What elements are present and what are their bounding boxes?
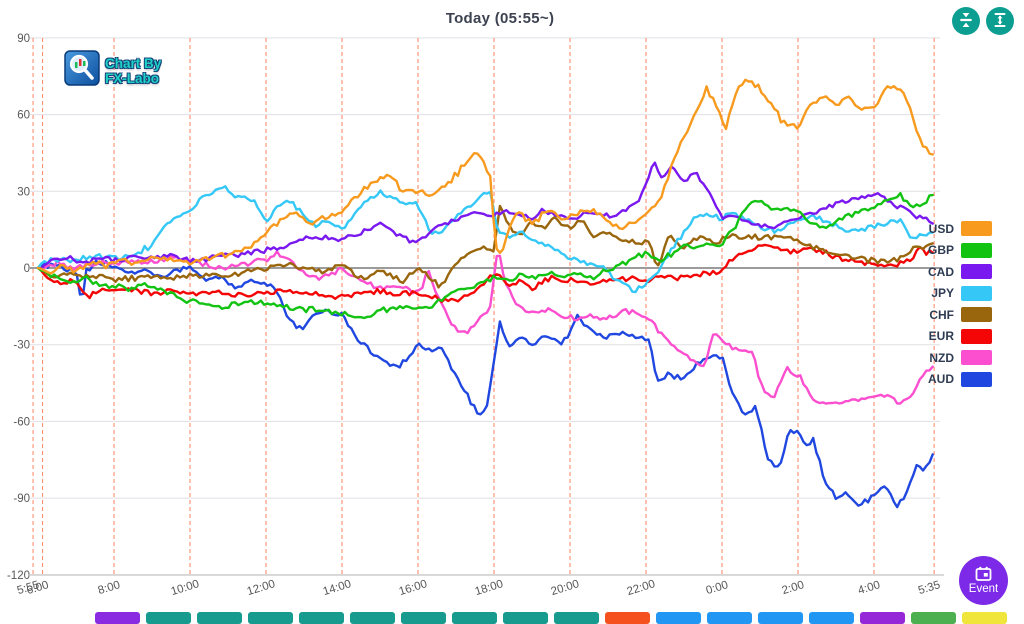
event-marker[interactable]	[809, 612, 854, 624]
legend-item-NZD[interactable]: NZD	[928, 350, 993, 365]
event-marker[interactable]	[503, 612, 548, 624]
event-marker[interactable]	[656, 612, 701, 624]
event-marker[interactable]	[962, 612, 1007, 624]
page-title: Today (05:55~)	[445, 10, 555, 27]
fx-labo-logo: Chart By FX-Labo	[64, 50, 161, 91]
event-marker[interactable]	[146, 612, 191, 624]
x-axis-tick: 14:00	[322, 578, 353, 598]
x-axis-tick: 4:00	[857, 579, 882, 597]
logo-line2: FX-Labo	[105, 70, 159, 86]
event-marker[interactable]	[860, 612, 905, 624]
event-button[interactable]: Event	[959, 556, 1008, 605]
legend-swatch	[961, 307, 993, 322]
x-axis-tick: 16:00	[398, 578, 429, 598]
legend-item-JPY[interactable]: JPY	[928, 285, 993, 301]
x-axis-tick: 12:00	[246, 578, 277, 598]
magnifier-chart-icon	[64, 50, 100, 91]
legend-item-EUR[interactable]: EUR	[928, 328, 993, 344]
x-axis-tick: 2:00	[781, 579, 806, 597]
event-marker[interactable]	[401, 612, 446, 624]
compress-vertical-icon	[957, 11, 975, 32]
y-axis-tick: -30	[13, 340, 30, 352]
event-marker[interactable]	[707, 612, 752, 624]
series-line-JPY	[36, 185, 934, 294]
legend-swatch	[961, 350, 993, 365]
series-line-AUD	[36, 259, 934, 509]
legend-swatch	[961, 242, 993, 258]
y-axis-tick: 0	[24, 263, 30, 275]
event-marker-strip[interactable]	[95, 612, 1007, 624]
x-axis-tick: 8:00	[97, 579, 122, 597]
series-line-GBP	[36, 191, 934, 320]
legend-label: EUR	[928, 329, 955, 343]
event-marker[interactable]	[758, 612, 803, 624]
calendar-icon	[975, 566, 992, 584]
y-axis-tick: -60	[13, 416, 30, 428]
event-marker[interactable]	[299, 612, 344, 624]
legend-item-GBP[interactable]: GBP	[928, 242, 993, 258]
x-axis-tick: 20:00	[550, 578, 581, 598]
y-axis-tick: -90	[13, 493, 30, 505]
event-marker[interactable]	[452, 612, 497, 624]
legend: USD GBP CAD JPY CHF EUR NZD AUD	[928, 221, 993, 387]
legend-swatch	[961, 285, 993, 301]
legend-label: JPY	[931, 286, 955, 300]
compress-vertical-button[interactable]	[952, 7, 980, 35]
event-marker[interactable]	[350, 612, 395, 624]
logo-line1: Chart By	[105, 55, 162, 71]
legend-item-CAD[interactable]: CAD	[928, 264, 993, 279]
legend-swatch	[961, 221, 993, 236]
legend-swatch	[961, 371, 993, 387]
legend-label: CAD	[928, 264, 955, 279]
legend-label: NZD	[929, 350, 955, 365]
legend-item-CHF[interactable]: CHF	[928, 307, 993, 322]
x-axis-tick: 5:35	[917, 579, 942, 597]
expand-vertical-button[interactable]	[986, 7, 1014, 35]
y-axis-tick: 60	[17, 110, 30, 122]
legend-label: CHF	[929, 307, 955, 322]
event-marker[interactable]	[554, 612, 599, 624]
y-axis-tick: 90	[17, 33, 30, 45]
legend-item-AUD[interactable]: AUD	[928, 371, 993, 387]
event-button-label: Event	[968, 582, 999, 595]
legend-swatch	[961, 264, 993, 279]
event-marker[interactable]	[605, 612, 650, 624]
legend-label: USD	[928, 221, 955, 236]
legend-swatch	[961, 328, 993, 344]
y-axis-tick: 30	[17, 186, 30, 198]
expand-vertical-icon	[991, 11, 1009, 32]
x-axis-tick: 22:00	[626, 578, 657, 598]
event-marker[interactable]	[197, 612, 242, 624]
x-axis-tick: 0:00	[705, 579, 730, 597]
legend-label: AUD	[928, 372, 955, 386]
x-axis-tick: 10:00	[170, 578, 201, 598]
legend-item-USD[interactable]: USD	[928, 221, 993, 236]
event-marker[interactable]	[248, 612, 293, 624]
y-axis-tick: -120	[7, 570, 30, 582]
series-line-USD	[36, 78, 934, 275]
legend-label: GBP	[928, 243, 955, 257]
event-marker[interactable]	[911, 612, 956, 624]
event-marker[interactable]	[95, 612, 140, 624]
series-line-CHF	[36, 204, 934, 289]
x-axis-tick: 18:00	[474, 578, 505, 598]
series-line-CAD	[36, 161, 934, 270]
